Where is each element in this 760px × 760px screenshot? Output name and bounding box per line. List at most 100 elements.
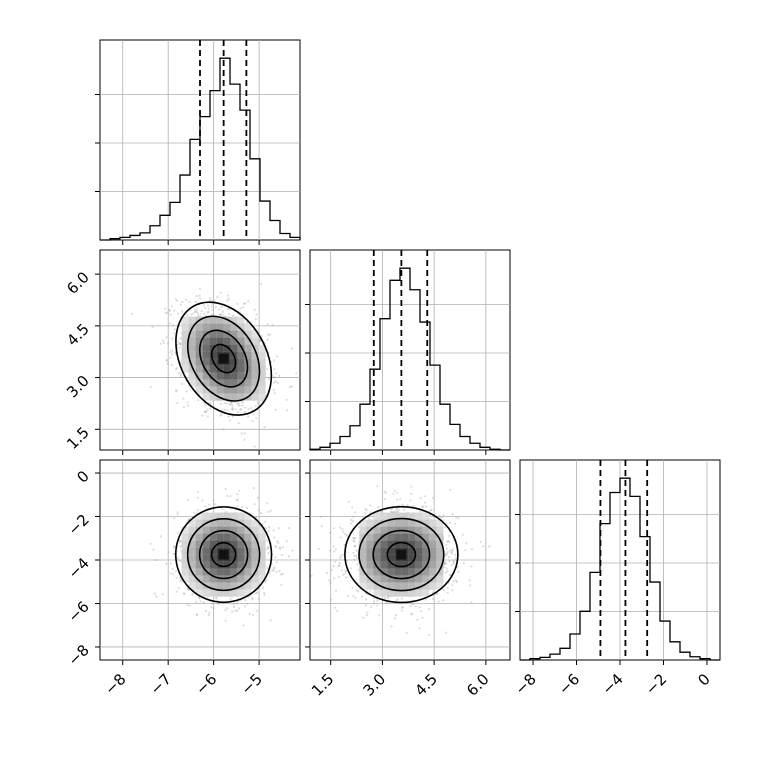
density-cell bbox=[181, 561, 189, 569]
scatter-point bbox=[265, 539, 268, 542]
scatter-point bbox=[353, 554, 356, 557]
scatter-point bbox=[357, 525, 360, 528]
density-cell bbox=[429, 533, 437, 541]
density-cell bbox=[359, 575, 367, 583]
scatter-point bbox=[269, 333, 272, 336]
scatter-point bbox=[276, 355, 279, 358]
density-cell bbox=[373, 519, 381, 527]
scatter-point bbox=[479, 540, 482, 544]
scatter-point bbox=[340, 569, 343, 572]
scatter-point bbox=[371, 515, 374, 518]
scatter-point bbox=[449, 573, 452, 576]
density-peak bbox=[218, 549, 229, 560]
scatter-point bbox=[169, 313, 172, 316]
scatter-point bbox=[264, 520, 267, 523]
scatter-point bbox=[233, 603, 236, 606]
scatter-point bbox=[424, 505, 427, 508]
scatter-point bbox=[152, 548, 155, 551]
scatter-point bbox=[272, 529, 275, 532]
scatter-point bbox=[345, 534, 348, 537]
scatter-point bbox=[241, 404, 244, 407]
density-cell bbox=[244, 344, 252, 352]
scatter-point bbox=[243, 302, 246, 305]
scatter-point bbox=[175, 576, 178, 579]
scatter-point bbox=[445, 547, 448, 550]
scatter-point bbox=[179, 579, 182, 583]
density-cell bbox=[258, 344, 266, 352]
density-cell bbox=[181, 568, 189, 576]
density-cell bbox=[436, 547, 444, 555]
scatter-point bbox=[454, 557, 457, 560]
density-cell bbox=[408, 512, 416, 520]
scatter-point bbox=[222, 313, 225, 316]
density-cell bbox=[223, 386, 231, 394]
scatter-point bbox=[444, 554, 447, 557]
scatter-point bbox=[272, 569, 275, 572]
scatter-point bbox=[372, 600, 376, 603]
scatter-point bbox=[451, 589, 454, 592]
scatter-point bbox=[280, 583, 283, 586]
scatter-point bbox=[452, 580, 455, 583]
density-cell bbox=[195, 589, 203, 597]
density-cell bbox=[387, 575, 395, 583]
scatter-point bbox=[446, 570, 449, 573]
density-cell bbox=[359, 561, 367, 569]
scatter-point bbox=[169, 572, 172, 575]
scatter-point bbox=[220, 306, 223, 309]
scatter-point bbox=[165, 359, 168, 362]
scatter-point bbox=[269, 619, 272, 622]
scatter-point bbox=[176, 343, 179, 346]
scatter-point bbox=[149, 385, 152, 388]
scatter-point bbox=[253, 445, 256, 448]
scatter-point bbox=[380, 510, 383, 513]
scatter-point bbox=[231, 610, 234, 613]
scatter-point bbox=[377, 506, 380, 509]
scatter-point bbox=[245, 321, 248, 324]
scatter-point bbox=[206, 408, 209, 411]
density-cell bbox=[244, 372, 252, 380]
scatter-point bbox=[207, 310, 210, 313]
scatter-point bbox=[231, 408, 235, 411]
density-cell bbox=[422, 540, 430, 548]
density-cell bbox=[394, 561, 402, 569]
density-cell bbox=[230, 589, 238, 597]
scatter-point bbox=[273, 368, 276, 371]
x-tick-label: −2 bbox=[642, 670, 670, 698]
density-cell bbox=[251, 519, 259, 527]
scatter-point bbox=[443, 562, 446, 566]
y-tick-label: −6 bbox=[64, 598, 92, 626]
density-cell bbox=[237, 365, 245, 373]
scatter-point bbox=[277, 541, 280, 544]
density-cell bbox=[188, 372, 196, 380]
scatter-point bbox=[186, 587, 189, 590]
scatter-point bbox=[186, 313, 189, 316]
scatter-point bbox=[410, 492, 413, 495]
scatter-point bbox=[287, 526, 290, 530]
contour-line bbox=[210, 343, 237, 374]
density-peak bbox=[218, 353, 229, 364]
density-cell bbox=[209, 386, 217, 394]
density-cell bbox=[415, 547, 423, 555]
scatter-point bbox=[207, 307, 210, 310]
scatter-point bbox=[352, 515, 355, 518]
scatter-point bbox=[337, 564, 340, 568]
density-cell bbox=[366, 561, 374, 569]
scatter-point bbox=[201, 499, 204, 502]
scatter-point bbox=[449, 488, 452, 491]
density-cell bbox=[258, 379, 266, 387]
scatter-point bbox=[258, 340, 262, 343]
density-cell bbox=[223, 561, 231, 569]
scatter-point bbox=[451, 583, 454, 587]
scatter-point bbox=[452, 561, 455, 564]
scatter-point bbox=[197, 314, 200, 317]
scatter-point bbox=[275, 561, 279, 564]
density-cell bbox=[223, 512, 231, 520]
scatter-point bbox=[354, 511, 357, 514]
scatter-point bbox=[223, 408, 226, 411]
scatter-point bbox=[287, 555, 291, 558]
scatter-point bbox=[175, 368, 178, 371]
scatter-point bbox=[275, 372, 278, 375]
density-cell bbox=[216, 323, 224, 331]
scatter-point bbox=[365, 614, 368, 617]
scatter-point bbox=[206, 311, 209, 314]
